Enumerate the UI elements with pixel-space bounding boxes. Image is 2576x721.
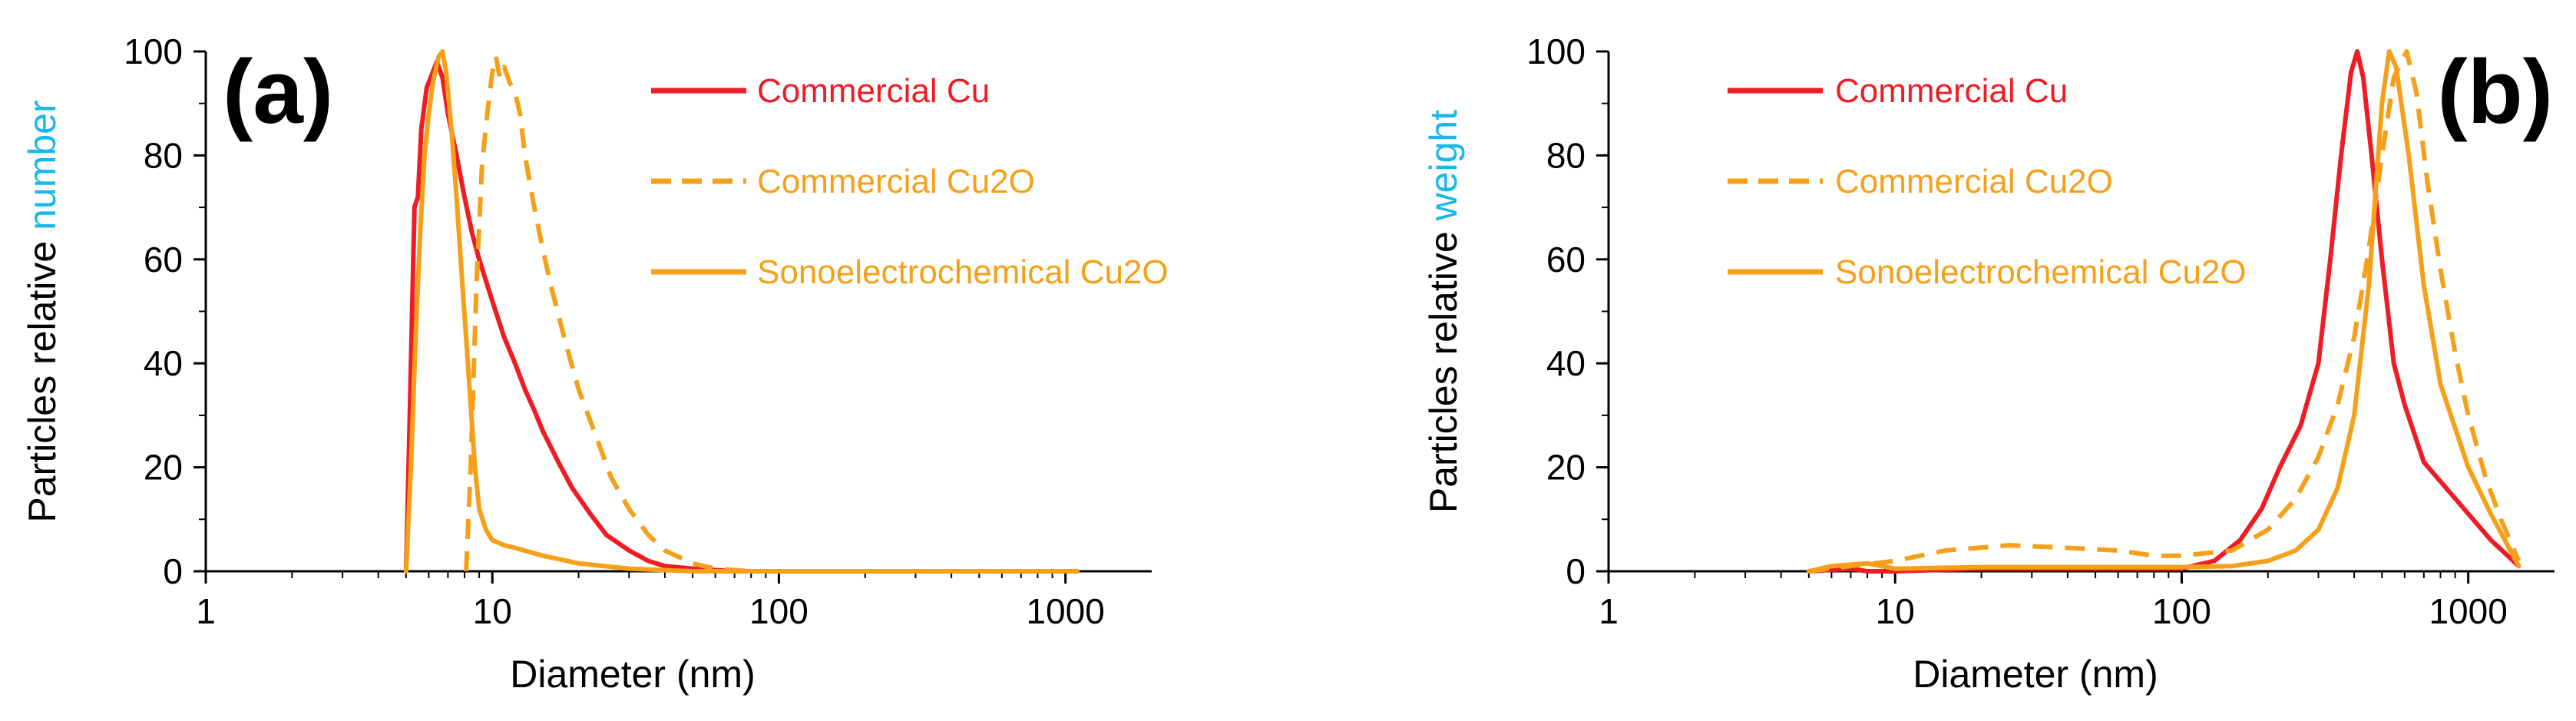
legend-label: Commercial Cu2O	[1835, 163, 2113, 200]
y-tick-label: 0	[1566, 551, 1586, 591]
legend-label: Commercial Cu	[1835, 72, 2068, 110]
y-tick-label: 20	[1546, 448, 1586, 488]
x-tick-label: 1000	[1026, 591, 1104, 631]
legend-label: Commercial Cu	[757, 72, 990, 110]
x-axis-title: Diameter (nm)	[1913, 653, 2158, 696]
y-tick-label: 40	[144, 343, 183, 383]
series-line	[403, 49, 1080, 574]
legend-label: Sonoelectrochemical Cu2O	[1835, 253, 2247, 291]
x-tick-label: 100	[2152, 591, 2211, 631]
series-line	[1808, 49, 2521, 574]
y-axis-title-highlight: weight	[1422, 110, 1465, 222]
x-tick-label: 100	[749, 591, 809, 631]
y-tick-label: 60	[144, 240, 183, 279]
y-axis-title: Particles relative number	[21, 100, 64, 522]
x-tick-label: 1	[196, 591, 216, 631]
y-axis-title-prefix: Particles relative	[21, 230, 64, 523]
x-axis-title: Diameter (nm)	[510, 653, 755, 696]
y-tick-label: 40	[1546, 343, 1586, 383]
series-line	[464, 54, 1078, 574]
y-tick-label: 60	[1546, 240, 1586, 279]
y-tick-label: 80	[144, 135, 183, 175]
y-tick-label: 80	[1546, 135, 1586, 175]
y-tick-label: 100	[1526, 31, 1586, 71]
x-tick-label: 10	[473, 591, 512, 631]
y-axis-title-highlight: number	[21, 100, 64, 230]
series-line	[1806, 49, 2521, 574]
panel-label: (b)	[2437, 41, 2553, 143]
legend-label: Commercial Cu2O	[757, 163, 1035, 200]
legend-label: Sonoelectrochemical Cu2O	[757, 253, 1169, 291]
y-axis-title-prefix: Particles relative	[1422, 220, 1465, 513]
x-tick-label: 1000	[2429, 591, 2507, 631]
panel-b: 0 20 40 60 80 100 1 10 100 1000 Diameter (nm) Parti…	[1422, 31, 2555, 696]
y-tick-label: 20	[144, 448, 183, 488]
panel-a: 0 20 40 60 80 100 1 10 100 1000 Diameter (nm) Parti…	[21, 31, 1169, 696]
series-line	[403, 59, 1080, 574]
x-tick-label: 10	[1876, 591, 1915, 631]
y-tick-label: 0	[163, 551, 183, 591]
y-axis-title: Particles relative weight	[1422, 110, 1465, 513]
x-tick-label: 1	[1599, 591, 1619, 631]
series-line	[1806, 49, 2521, 574]
y-tick-label: 100	[124, 31, 183, 71]
panel-label: (a)	[223, 41, 333, 143]
